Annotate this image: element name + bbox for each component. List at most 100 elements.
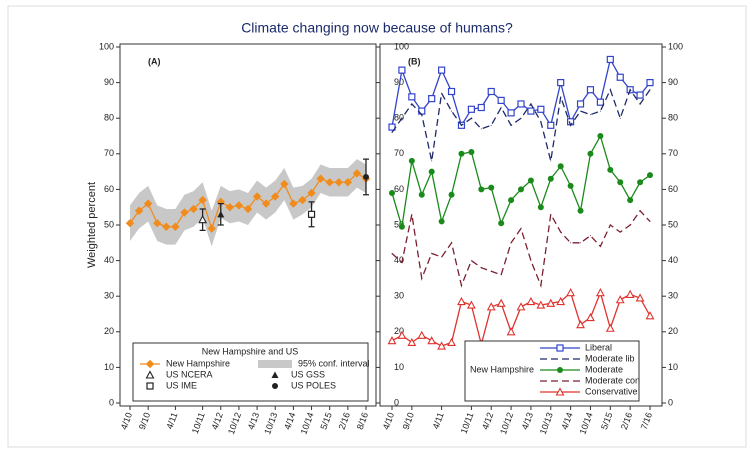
- y-tick-label: 70: [668, 148, 678, 158]
- legend-label: New Hampshire: [166, 358, 230, 368]
- point: [146, 382, 154, 390]
- y-tick-label: 30: [104, 291, 114, 301]
- point: [145, 370, 155, 379]
- point: [271, 192, 280, 201]
- point: [387, 336, 397, 345]
- point: [595, 287, 605, 297]
- legend-label: Moderate lib: [585, 353, 635, 363]
- point: [498, 220, 505, 227]
- y-tick-label: 70: [394, 148, 404, 158]
- y-tick-label: 10: [394, 362, 404, 372]
- point: [645, 311, 655, 320]
- point: [145, 359, 155, 369]
- point: [617, 179, 624, 186]
- point: [609, 89, 611, 91]
- point: [639, 210, 641, 212]
- point: [438, 218, 445, 225]
- point: [636, 91, 644, 99]
- panel-label: (B): [408, 56, 421, 66]
- point: [589, 114, 591, 116]
- point: [570, 242, 572, 244]
- point: [431, 160, 433, 162]
- point: [398, 223, 405, 230]
- point: [599, 245, 601, 247]
- point: [619, 117, 621, 119]
- point: [637, 179, 644, 186]
- y-tick-label: 80: [104, 113, 114, 123]
- point: [427, 336, 437, 345]
- point: [447, 87, 456, 96]
- point: [576, 320, 585, 329]
- point: [470, 260, 472, 262]
- legend-title: New Hampshire: [470, 364, 534, 374]
- point: [647, 172, 653, 179]
- point: [560, 231, 562, 233]
- point: [556, 344, 564, 352]
- point: [587, 150, 594, 157]
- point: [325, 178, 334, 187]
- point: [207, 224, 216, 233]
- point: [448, 191, 455, 198]
- point: [537, 204, 544, 211]
- y-tick-label: 100: [668, 41, 683, 51]
- y-tick-label: 0: [394, 397, 399, 407]
- point: [162, 222, 171, 231]
- point: [550, 160, 552, 162]
- point: [389, 189, 395, 196]
- point: [500, 107, 502, 109]
- point: [609, 224, 611, 226]
- point: [217, 210, 225, 218]
- point: [458, 150, 465, 157]
- point: [540, 121, 542, 123]
- y-tick-label: 40: [104, 255, 114, 265]
- point: [527, 177, 534, 184]
- point: [153, 219, 162, 228]
- point: [557, 163, 564, 170]
- point: [401, 261, 403, 263]
- confidence-band: [130, 159, 366, 247]
- point: [243, 204, 253, 214]
- y-tick-label: 20: [668, 326, 678, 336]
- point: [343, 178, 353, 187]
- point: [629, 89, 631, 91]
- point: [490, 270, 492, 272]
- point: [480, 267, 482, 269]
- point: [570, 124, 572, 126]
- y-tick-label: 50: [668, 219, 678, 229]
- legend-swatch: [258, 360, 292, 368]
- y-tick-label: 40: [394, 255, 404, 265]
- point: [421, 277, 423, 279]
- point: [428, 168, 435, 175]
- point: [649, 89, 651, 91]
- y-tick-label: 20: [104, 326, 114, 336]
- y-tick-label: 10: [668, 362, 678, 372]
- point: [540, 285, 542, 287]
- point: [527, 107, 535, 115]
- point: [189, 204, 198, 214]
- point: [418, 191, 425, 198]
- point: [520, 228, 522, 230]
- legend-label: US GSS: [291, 369, 325, 379]
- point: [597, 133, 604, 139]
- point: [526, 296, 536, 306]
- point: [407, 337, 417, 347]
- point: [280, 179, 289, 189]
- point: [225, 202, 235, 212]
- point: [580, 110, 582, 112]
- point: [198, 214, 208, 224]
- point: [467, 105, 475, 113]
- point: [555, 387, 565, 396]
- point: [451, 242, 453, 244]
- point: [470, 117, 472, 119]
- point: [466, 300, 476, 309]
- point: [536, 300, 546, 309]
- point: [606, 55, 614, 64]
- y-tick-label: 100: [99, 41, 114, 51]
- point: [537, 105, 545, 113]
- point: [298, 195, 307, 205]
- panel-label: (A): [148, 56, 161, 66]
- point: [457, 296, 466, 306]
- point: [497, 96, 505, 105]
- y-tick-label: 90: [104, 77, 114, 87]
